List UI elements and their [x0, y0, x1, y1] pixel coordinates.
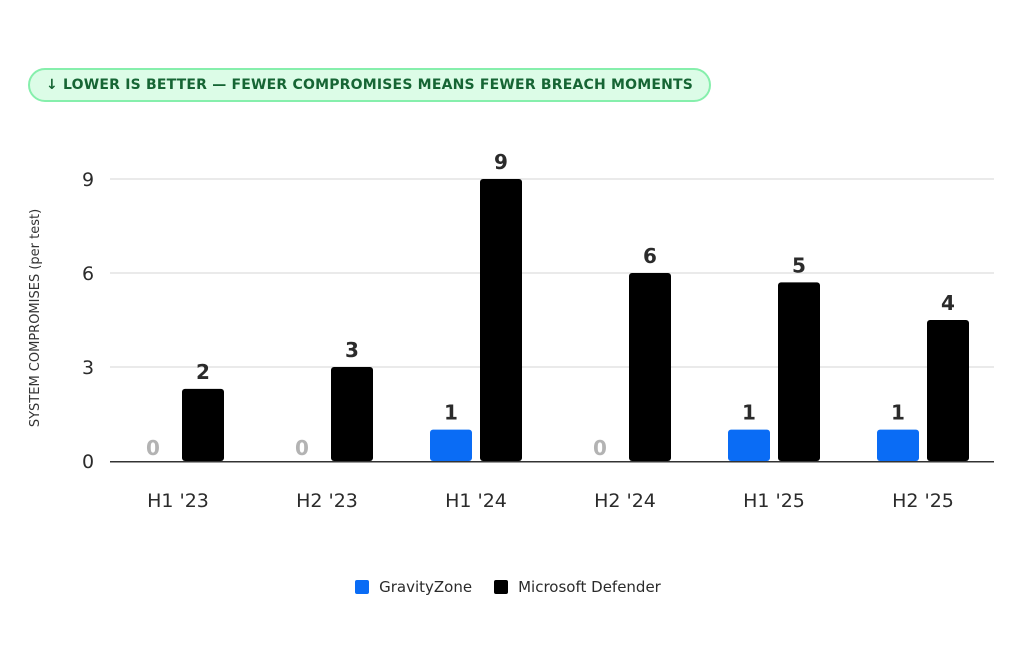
bar-microsoft-defender-h2-25[interactable] — [927, 320, 969, 461]
value-label-gravityzone-h2-25: 1 — [891, 401, 905, 425]
value-label-gravityzone-h2-23: 0 — [295, 436, 309, 460]
legend-label-gravityzone: GravityZone — [379, 578, 473, 596]
y-tick-label-6: 6 — [82, 263, 94, 285]
x-tick-label-h1-24: H1 '24 — [445, 490, 507, 512]
lower-is-better-badge: ↓ LOWER IS BETTER — FEWER COMPROMISES ME… — [28, 68, 712, 102]
y-tick-label-0: 0 — [82, 451, 94, 473]
value-label-microsoft-defender-h2-24: 6 — [643, 244, 657, 268]
value-labels: 0 2 0 3 1 9 0 6 1 5 1 4 — [146, 150, 955, 460]
bar-microsoft-defender-h1-25[interactable] — [778, 282, 820, 461]
bar-microsoft-defender-h2-24[interactable] — [629, 273, 671, 461]
bar-gravityzone-h1-25[interactable] — [728, 429, 770, 461]
y-axis-ticks: 0 3 6 9 — [82, 169, 94, 473]
value-label-gravityzone-h2-24: 0 — [593, 436, 607, 460]
legend-swatch-microsoft-defender — [494, 580, 509, 594]
bars — [182, 179, 969, 461]
value-label-gravityzone-h1-24: 1 — [444, 401, 458, 425]
value-label-microsoft-defender-h1-24: 9 — [494, 150, 508, 174]
value-label-gravityzone-h1-25: 1 — [742, 401, 756, 425]
value-label-gravityzone-h1-23: 0 — [146, 436, 160, 460]
bar-microsoft-defender-h1-24[interactable] — [480, 179, 522, 461]
badge-text: ↓ LOWER IS BETTER — FEWER COMPROMISES ME… — [46, 77, 694, 93]
bar-microsoft-defender-h2-23[interactable] — [331, 367, 373, 461]
value-label-microsoft-defender-h2-25: 4 — [941, 291, 955, 315]
legend-item-gravityzone[interactable]: GravityZone — [355, 578, 472, 596]
y-axis-label: SYSTEM COMPROMISES (per test) — [28, 209, 43, 427]
value-label-microsoft-defender-h1-23: 2 — [196, 360, 210, 384]
x-tick-label-h1-25: H1 '25 — [743, 490, 805, 512]
x-tick-label-h2-23: H2 '23 — [296, 490, 358, 512]
y-tick-label-9: 9 — [82, 169, 94, 191]
value-label-microsoft-defender-h1-25: 5 — [792, 253, 806, 277]
legend-label-microsoft-defender: Microsoft Defender — [518, 578, 661, 596]
legend-swatch-gravityzone — [355, 580, 370, 594]
x-axis-labels: H1 '23 H2 '23 H1 '24 H2 '24 H1 '25 H2 '25 — [147, 490, 954, 512]
bar-gravityzone-h1-24[interactable] — [430, 429, 472, 461]
bar-gravityzone-h2-25[interactable] — [877, 429, 919, 461]
bar-microsoft-defender-h1-23[interactable] — [182, 388, 224, 461]
y-tick-label-3: 3 — [82, 357, 94, 379]
x-tick-label-h2-25: H2 '25 — [892, 490, 954, 512]
value-label-microsoft-defender-h2-23: 3 — [345, 338, 359, 362]
legend-item-microsoft-defender[interactable]: Microsoft Defender — [494, 578, 661, 596]
grid-lines — [110, 178, 994, 368]
x-tick-label-h1-23: H1 '23 — [147, 490, 209, 512]
legend: GravityZone Microsoft Defender — [0, 578, 1016, 596]
x-tick-label-h2-24: H2 '24 — [594, 490, 656, 512]
